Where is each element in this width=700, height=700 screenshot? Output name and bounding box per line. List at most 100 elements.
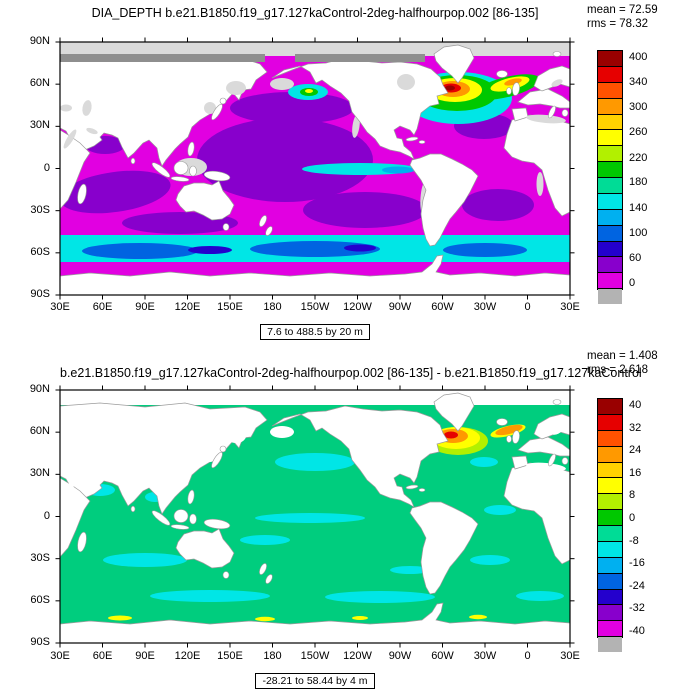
map-title-top: DIA_DEPTH b.e21.B1850.f19_g17.127kaContr… xyxy=(91,6,539,20)
lon-tick-label: 120E xyxy=(174,650,201,662)
lon-tick-label: 120E xyxy=(174,301,201,313)
colorbar-tick-label: 8 xyxy=(629,489,636,502)
lon-tick-label: 0 xyxy=(524,650,531,662)
colorbar-tick-label: 140 xyxy=(629,201,648,214)
lat-tick-label: 60N xyxy=(29,77,50,90)
colorbar-tick-label: -24 xyxy=(629,579,645,592)
colorbar-segment xyxy=(598,399,622,414)
colorbar-tick-label: 40 xyxy=(629,399,642,412)
lon-axis-top: 30E 60E 90E 120E 150E 180 150W 120W 90W 60W 30W 0 30… xyxy=(50,301,580,315)
lat-tick-label: 60N xyxy=(29,425,50,438)
lon-tick-label: 30E xyxy=(560,301,580,313)
lon-tick-label: 150E xyxy=(217,650,243,662)
lat-tick-label: 30N xyxy=(29,467,50,480)
colorbar-segment xyxy=(598,445,622,462)
colorbar-segment xyxy=(598,65,622,82)
lat-tick-label: 60S xyxy=(30,593,50,606)
colorbar-segment xyxy=(598,477,622,494)
colorbar-segment xyxy=(598,145,622,162)
lon-tick-label: 30E xyxy=(50,650,70,662)
range-wrap-top: 7.6 to 488.5 by 20 m xyxy=(60,322,570,340)
colorbar-labels-bottom: 40 32 24 16 8 0 -8 -16 -24 -32 -40 xyxy=(629,398,669,638)
colorbar-tick-label: 0 xyxy=(629,276,636,289)
lat-tick-label: 90N xyxy=(29,383,50,395)
lat-tick-label: 90N xyxy=(29,35,50,47)
mean-stat-top: mean = 72.59 xyxy=(587,4,658,16)
colorbar-tick-label: 340 xyxy=(629,76,648,89)
colorbar-segment xyxy=(598,288,622,304)
colorbar-tick-label: 260 xyxy=(629,126,648,139)
colorbar-segment xyxy=(598,620,622,637)
lon-tick-label: 90E xyxy=(135,301,155,313)
colorbar-segment xyxy=(598,556,622,573)
colorbar-tick-label: -8 xyxy=(629,534,639,547)
contour-range-bottom: -28.21 to 58.44 by 4 m xyxy=(255,673,375,689)
colorbar-segment xyxy=(598,224,622,241)
colorbar-segment xyxy=(598,540,622,557)
lon-axis-bottom: 30E 60E 90E 120E 150E 180 150W 120W 90W 60W 30W 0 30… xyxy=(50,650,580,664)
colorbar-segment xyxy=(598,572,622,589)
lon-tick-label: 120W xyxy=(343,301,372,313)
world-map-top xyxy=(55,37,575,300)
colorbar-segment xyxy=(598,192,622,209)
colorbar-segment xyxy=(598,97,622,114)
rms-stat-top: rms = 78.32 xyxy=(587,18,649,30)
lon-tick-label: 30E xyxy=(50,301,70,313)
colorbar-segment xyxy=(598,604,622,621)
lon-tick-label: 60E xyxy=(92,650,113,662)
lon-tick-label: 30E xyxy=(560,650,580,662)
lat-tick-label: 90S xyxy=(30,636,50,648)
lon-tick-label: 150W xyxy=(300,301,330,313)
colorbar-tick-label: 24 xyxy=(629,444,642,457)
colorbar-segment xyxy=(598,161,622,177)
colorbar-tick-label: -32 xyxy=(629,602,645,615)
range-wrap-bottom: -28.21 to 58.44 by 4 m xyxy=(60,671,570,689)
lat-tick-label: 30S xyxy=(30,551,50,564)
stats-top: mean = 72.59 rms = 78.32 xyxy=(587,3,658,31)
lat-tick-label: 0 xyxy=(43,161,50,174)
lon-tick-label: 30W xyxy=(473,301,497,313)
colorbar-segment xyxy=(598,113,622,130)
colorbar-segment xyxy=(598,429,622,446)
lon-tick-label: 60W xyxy=(431,301,454,313)
lat-tick-label: 0 xyxy=(43,509,50,522)
colorbar-tick-label: 60 xyxy=(629,251,642,264)
colorbar-segment xyxy=(598,413,622,430)
contour-range-top: 7.6 to 488.5 by 20 m xyxy=(260,324,370,340)
colorbar-segment xyxy=(598,636,622,652)
colorbar-segment xyxy=(598,208,622,225)
colorbar-segment xyxy=(598,256,622,273)
stats-bottom: mean = 1.408 rms = 2.618 xyxy=(587,349,658,377)
lon-tick-label: 30W xyxy=(473,650,497,662)
lat-tick-label: 30N xyxy=(29,119,50,132)
colorbar-tick-label: 400 xyxy=(629,51,648,64)
lon-tick-label: 90W xyxy=(388,650,412,662)
mean-stat-bottom: mean = 1.408 xyxy=(587,350,658,362)
rms-stat-bottom: rms = 2.618 xyxy=(587,364,649,376)
lon-tick-label: 90W xyxy=(388,301,412,313)
lon-tick-label: 180 xyxy=(263,301,282,313)
colorbar-segment xyxy=(598,51,622,66)
colorbar-tick-label: -16 xyxy=(629,557,645,570)
colorbar-tick-label: 220 xyxy=(629,151,648,164)
colorbar-segment xyxy=(598,272,622,289)
lon-tick-label: 150E xyxy=(217,301,243,313)
lat-axis-bottom: 90N 60N 30N 0 30S 60S 90S xyxy=(4,383,56,648)
colorbar-segment xyxy=(598,509,622,525)
colorbar-segment xyxy=(598,461,622,478)
colorbar-segment xyxy=(598,240,622,257)
lat-tick-label: 60S xyxy=(30,245,50,258)
map-title-bottom: b.e21.B1850.f19_g17.127kaControl-2deg-ha… xyxy=(60,366,642,380)
lat-axis-top: 90N 60N 30N 0 30S 60S 90S xyxy=(4,35,56,300)
colorbar-segment xyxy=(598,588,622,605)
colorbar-tick-label: 0 xyxy=(629,512,636,524)
colorbar-tick-label: 180 xyxy=(629,176,648,189)
colorbar-labels-top: 400 340 300 260 220 180 140 100 60 0 xyxy=(629,50,669,290)
colorbar-segment xyxy=(598,177,622,193)
lat-tick-label: 30S xyxy=(30,203,50,216)
colorbar-segment xyxy=(598,493,622,510)
colorbar-tick-label: 100 xyxy=(629,226,648,239)
colorbar-segment xyxy=(598,129,622,146)
colorbar-segment xyxy=(598,81,622,98)
